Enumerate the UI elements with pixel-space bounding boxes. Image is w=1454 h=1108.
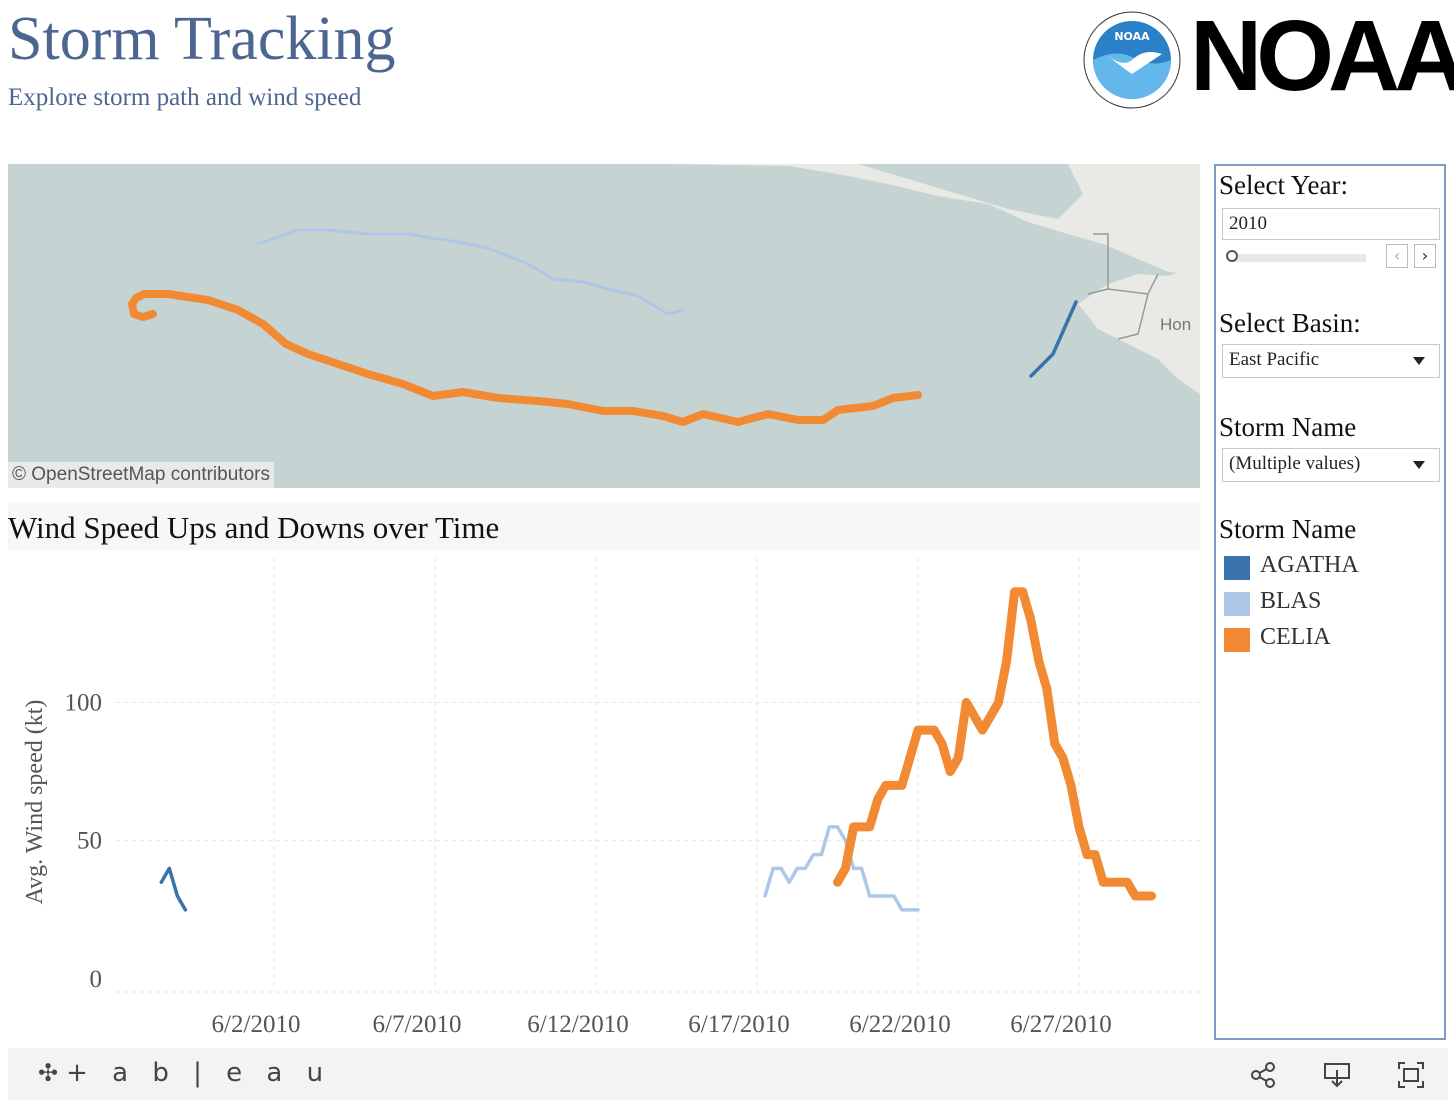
chevron-down-icon [1413, 357, 1425, 365]
tableau-footer: ✣ + a b | e a u [8, 1048, 1448, 1100]
share-icon[interactable] [1248, 1060, 1278, 1090]
year-slider-track[interactable] [1232, 254, 1366, 262]
y-axis-label: Avg. Wind speed (kt) [22, 700, 48, 905]
tableau-cross-icon: ✣ [38, 1059, 59, 1087]
country-border [1087, 233, 1159, 340]
storm-track-map[interactable]: Hon © OpenStreetMap contributors [8, 164, 1200, 488]
map-place-label: Hon [1160, 315, 1191, 334]
legend-label: BLAS [1260, 588, 1322, 614]
tableau-logo[interactable]: ✣ + a b | e a u [38, 1058, 331, 1088]
storm-name-value: (Multiple values) [1229, 453, 1361, 474]
fullscreen-icon[interactable] [1396, 1060, 1426, 1090]
page-subtitle: Explore storm path and wind speed [8, 84, 362, 111]
chevron-left-icon[interactable]: ‹ [1386, 244, 1408, 268]
legend-swatch [1224, 628, 1250, 652]
land-inland-water [858, 164, 1083, 219]
chart-title: Wind Speed Ups and Downs over Time [8, 510, 500, 545]
y-tick-label: 50 [77, 828, 102, 855]
page-title: Storm Tracking [8, 5, 396, 73]
year-field[interactable]: 2010 [1222, 208, 1440, 240]
noaa-logo-text: NOAA [1190, 0, 1454, 112]
y-tick-label: 100 [65, 689, 103, 716]
x-tick-label: 6/2/2010 [212, 1011, 301, 1038]
series-line-agatha [159, 866, 188, 912]
tableau-wordmark: + a b | e a u [66, 1058, 332, 1088]
x-tick-label: 6/7/2010 [373, 1011, 462, 1038]
track-agatha [1029, 300, 1078, 378]
wind-speed-chart[interactable]: 0 50 100 6/2/2010 6/7/2010 6/12/2010 6/17/2010… [8, 552, 1200, 1042]
storm-name-dropdown[interactable]: (Multiple values) [1222, 448, 1440, 482]
legend-label: CELIA [1260, 624, 1331, 650]
year-slider-thumb[interactable] [1226, 250, 1238, 262]
storm-name-filter-label: Storm Name [1219, 412, 1357, 442]
x-tick-label: 6/17/2010 [688, 1011, 789, 1038]
legend-swatch [1224, 556, 1250, 580]
legend-label: AGATHA [1260, 552, 1359, 578]
legend-swatch [1224, 592, 1250, 616]
chart-title-bar: Wind Speed Ups and Downs over Time [8, 502, 1200, 550]
chevron-down-icon [1413, 461, 1425, 469]
basin-value: East Pacific [1229, 349, 1320, 370]
filter-panel: Select Year: 2010 ‹ › Select Basin: East… [1214, 164, 1446, 1040]
series-line-celia [833, 587, 1156, 901]
map-canvas[interactable]: Hon [8, 164, 1200, 488]
x-tick-label: 6/12/2010 [527, 1011, 628, 1038]
x-tick-label: 6/22/2010 [849, 1011, 950, 1038]
year-label: Select Year: [1219, 170, 1348, 200]
track-blas [256, 228, 685, 316]
y-tick-label: 0 [90, 966, 103, 993]
x-tick-label: 6/27/2010 [1010, 1011, 1111, 1038]
legend-title: Storm Name [1219, 514, 1357, 544]
noaa-seal-icon: NOAA [1083, 11, 1181, 109]
basin-label: Select Basin: [1219, 308, 1361, 338]
svg-text:NOAA: NOAA [1114, 30, 1150, 43]
chevron-right-icon[interactable]: › [1414, 244, 1436, 268]
track-celia [128, 290, 922, 426]
map-attribution[interactable]: © OpenStreetMap contributors [8, 462, 274, 488]
series-line-blas [763, 825, 920, 912]
download-icon[interactable] [1322, 1060, 1352, 1090]
basin-dropdown[interactable]: East Pacific [1222, 344, 1440, 378]
